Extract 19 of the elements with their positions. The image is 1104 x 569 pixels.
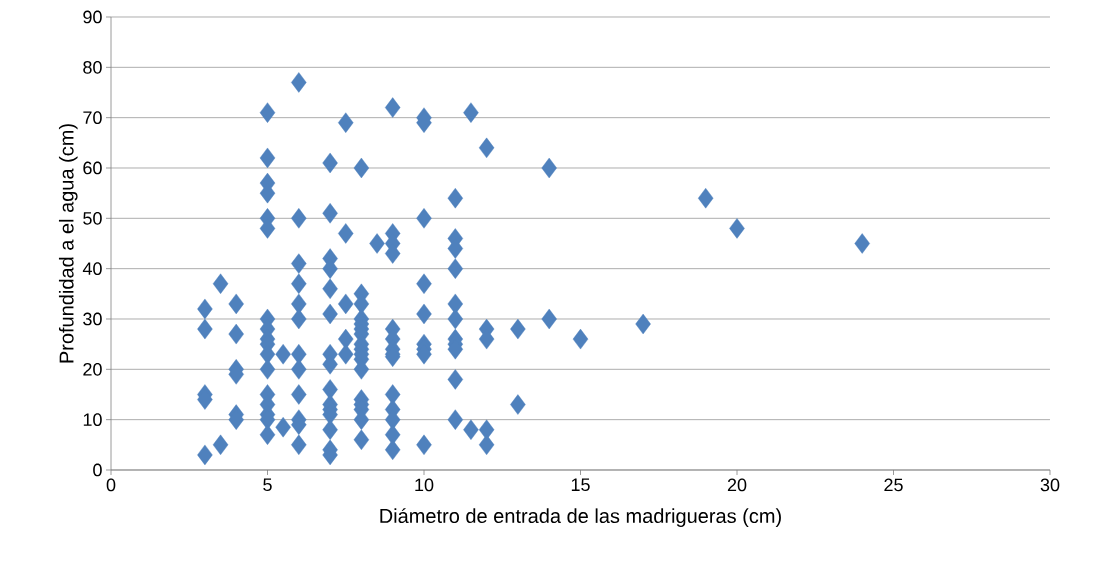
x-tick-label: 15	[571, 478, 590, 492]
y-tick-label: 90	[83, 10, 102, 24]
y-tick-label: 50	[83, 211, 102, 225]
y-tick-label: 20	[83, 362, 102, 376]
y-tick-label: 60	[83, 161, 102, 175]
y-tick-label: 80	[83, 60, 102, 74]
x-tick-label: 10	[415, 478, 434, 492]
y-tick-label: 30	[83, 312, 102, 326]
x-tick-label: 0	[106, 478, 116, 492]
y-tick-label: 10	[83, 413, 102, 427]
x-tick-label: 5	[263, 478, 272, 492]
x-tick-label: 30	[1040, 478, 1060, 492]
x-axis-title: Diámetro de entrada de las madrigueras (cm)	[380, 508, 781, 528]
y-tick-label: 40	[82, 262, 102, 276]
y-axis-title: Profundidad a el agua (cm)	[58, 124, 78, 363]
x-tick-label: 20	[727, 478, 747, 492]
y-tick-label: 70	[83, 111, 102, 125]
y-tick-label: 0	[93, 463, 102, 477]
x-tick-label: 25	[884, 478, 903, 492]
